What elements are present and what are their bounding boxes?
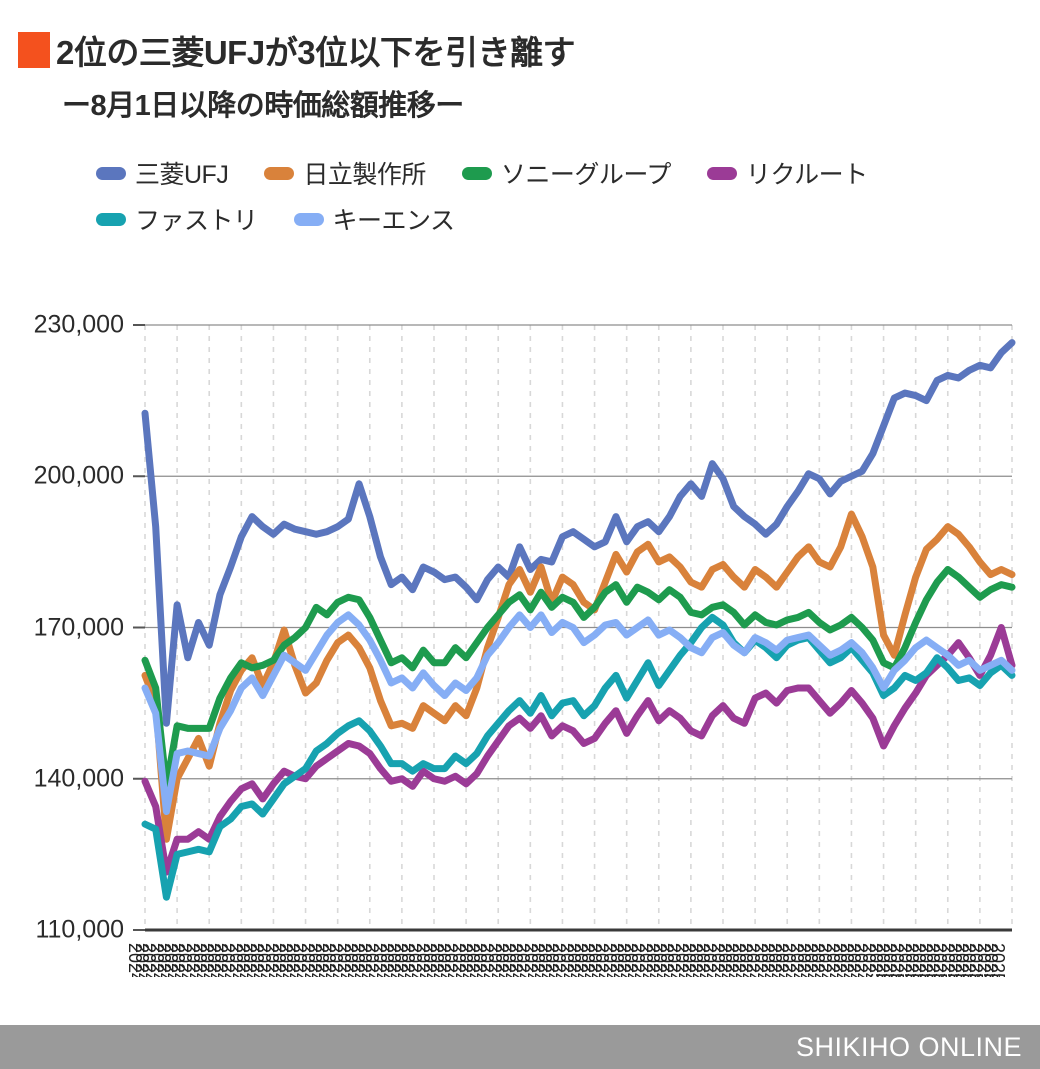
series-line-キーエンス (141, 611, 1016, 816)
legend-label: ソニーグループ (500, 161, 672, 189)
y-axis-tick-label: 140,000 (33, 764, 124, 793)
y-axis-tick-label: 200,000 (33, 461, 124, 490)
legend-item-日立製作所[interactable]: 日立製作所 (264, 155, 426, 191)
legend-swatch-icon (264, 166, 295, 180)
legend-item-リクルート[interactable]: リクルート (706, 155, 868, 191)
plot-area: 110,000 140,000 170,000 200,000 230,000 (0, 282, 1040, 982)
legend-row: ファストリ キーエンス (96, 196, 1036, 242)
header: 2位の三菱UFJが3位以下を引き離す ー8月1日以降の時価総額推移ー (0, 0, 1040, 124)
x-axis-labels: 2024/8/12024/8/22024/8/52024/8/62024/8/7… (70, 943, 1022, 977)
legend-label: キーエンス (332, 207, 456, 235)
legend-swatch-icon (706, 166, 737, 180)
series-line-三菱UFJ (141, 339, 1016, 727)
legend-swatch-icon (96, 212, 126, 226)
legend-label: リクルート (745, 161, 868, 189)
title-row: 2位の三菱UFJが3位以下を引き離す (0, 0, 1040, 74)
series-line-日立製作所 (141, 510, 1016, 843)
series-line-リクルート (141, 624, 1016, 876)
footer-band (0, 1025, 1040, 1069)
page-title: 2位の三菱UFJが3位以下を引き離す (56, 34, 576, 71)
legend-item-三菱UFJ[interactable]: 三菱UFJ (96, 155, 229, 191)
page-subtitle: ー8月1日以降の時価総額推移ー (62, 90, 464, 122)
line-chart-svg (133, 324, 1016, 932)
legend-swatch-icon (461, 166, 492, 180)
legend-swatch-icon (293, 212, 324, 226)
legend-item-ソニーグループ[interactable]: ソニーグループ (461, 155, 672, 191)
x-axis-tick-label: 2025/1/30 (987, 943, 1008, 977)
y-axis-tick-label: 110,000 (35, 915, 124, 944)
series-line-ファストリ (141, 613, 1016, 901)
watermark: SHIKIHO ONLINE (795, 1032, 1022, 1062)
legend-label: 日立製作所 (303, 161, 426, 189)
legend-item-キーエンス[interactable]: キーエンス (293, 201, 456, 237)
legend-row: 三菱UFJ 日立製作所 ソニーグループ リクルート (96, 150, 1036, 196)
legend-label: ファストリ (135, 207, 258, 235)
legend-swatch-icon (96, 166, 126, 180)
series-line-ソニーグループ (141, 566, 1016, 790)
y-axis-tick-label: 170,000 (33, 613, 124, 641)
chart-legend: 三菱UFJ 日立製作所 ソニーグループ リクルートファストリ キーエンス (96, 150, 1036, 242)
legend-item-ファストリ[interactable]: ファストリ (96, 201, 258, 237)
title-marker-icon (18, 32, 50, 68)
legend-label: 三菱UFJ (135, 161, 229, 189)
y-axis-labels: 110,000 140,000 170,000 200,000 230,000 (0, 282, 132, 982)
y-axis-tick-label: 230,000 (33, 310, 124, 339)
